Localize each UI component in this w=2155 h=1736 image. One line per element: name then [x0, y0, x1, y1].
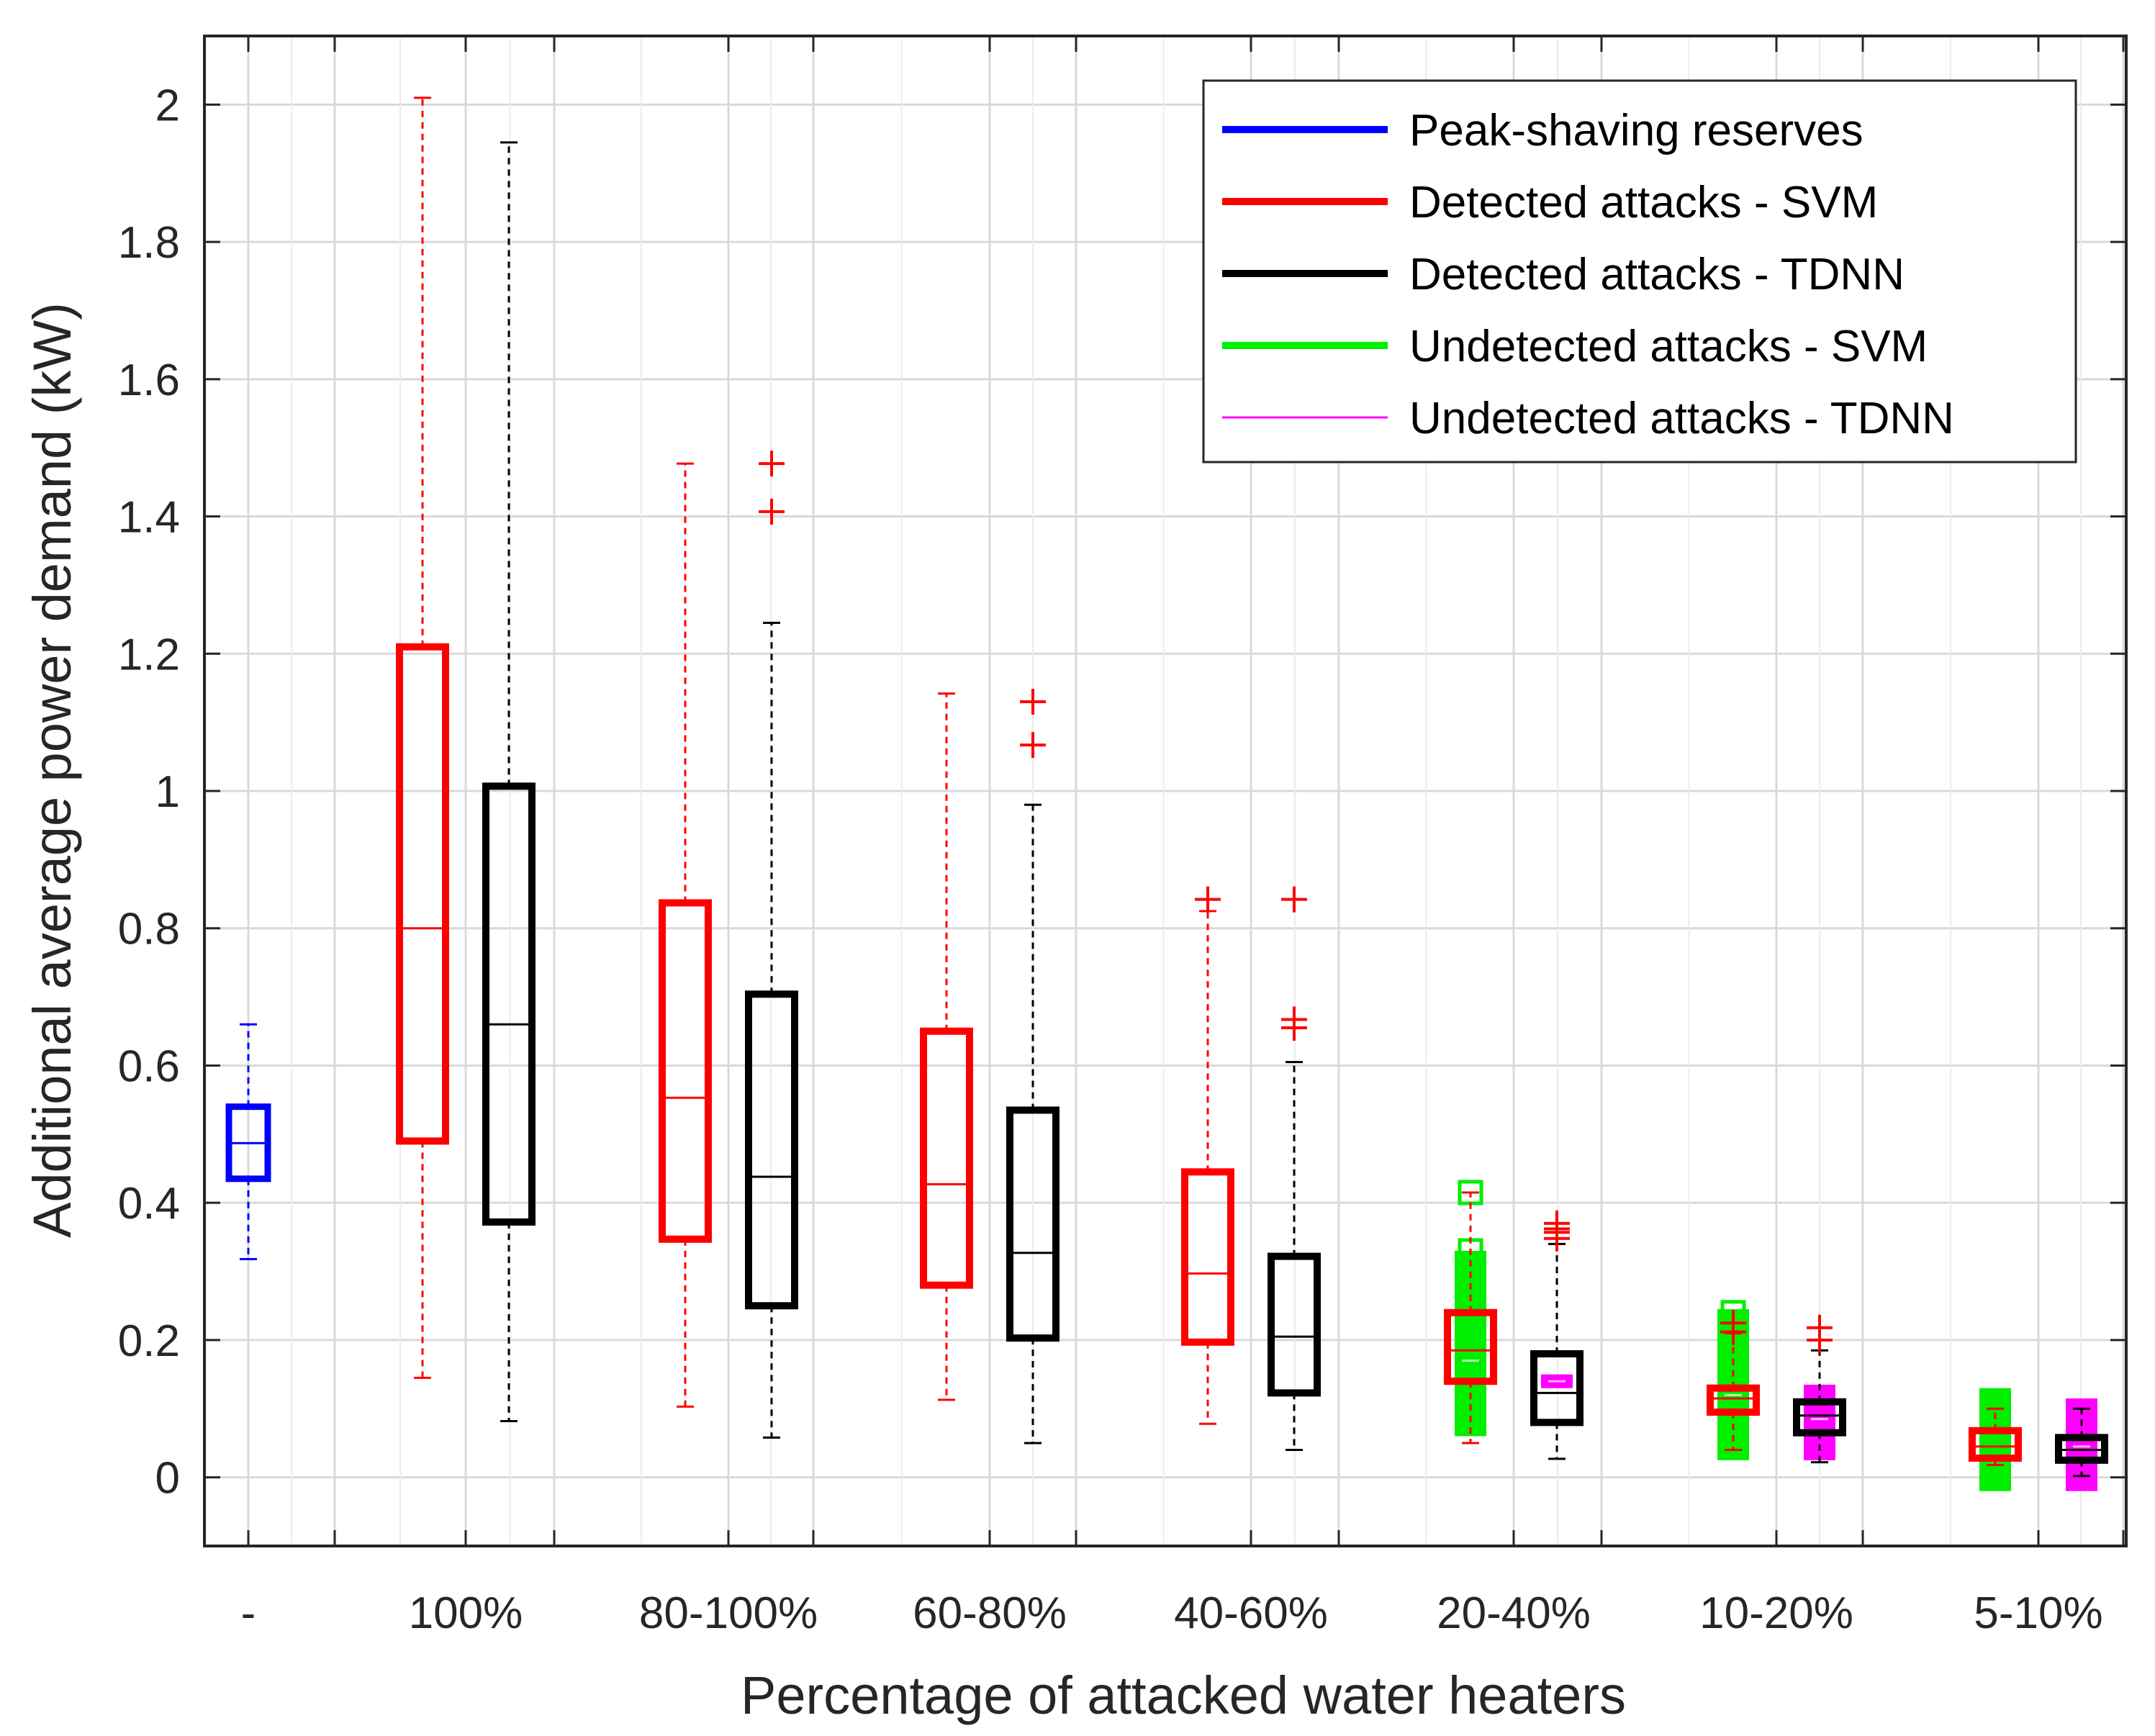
x-axis-label: Percentage of attacked water heaters — [741, 1665, 1626, 1725]
box — [1979, 1388, 2011, 1491]
outlier-marker — [1720, 1310, 1746, 1337]
box — [482, 141, 536, 1422]
y-tick-label: 0 — [155, 1454, 180, 1504]
outlier-marker — [1807, 1314, 1833, 1341]
iqr-box — [482, 782, 536, 1226]
iqr-box — [1969, 1427, 2022, 1462]
outlier-marker — [759, 451, 785, 477]
y-tick-label: 0.8 — [118, 905, 180, 954]
legend-label: Undetected attacks - SVM — [1409, 322, 1928, 371]
outlier-marker — [1544, 1210, 1570, 1237]
box — [396, 96, 449, 1379]
x-tick-label: 80-100% — [639, 1588, 818, 1638]
box — [1969, 1407, 2022, 1466]
y-tick-label: 1 — [155, 767, 180, 817]
box — [1530, 1210, 1584, 1460]
x-tick-label: 5-10% — [1974, 1588, 2102, 1638]
iqr-box — [396, 643, 449, 1145]
iqr-box — [1707, 1384, 1760, 1416]
x-tick-label: 10-20% — [1699, 1588, 1853, 1638]
iqr-box — [1530, 1350, 1584, 1427]
box — [1181, 886, 1234, 1425]
iqr-box — [1444, 1308, 1497, 1385]
x-tick-labels: - 100% 80-100% 60-80% 40-60% 20-40% 10-20% 5-10… — [241, 1588, 2103, 1638]
outlier-marker — [1020, 689, 1046, 715]
y-tick-label: 2 — [155, 81, 180, 130]
outlier-marker — [1195, 886, 1221, 913]
y-tick-label: 1.8 — [118, 218, 180, 268]
x-tick-label: - — [241, 1588, 256, 1638]
outlier-marker — [1020, 732, 1046, 759]
outlier-marker — [1281, 1006, 1307, 1033]
box — [1268, 886, 1321, 1451]
y-tick-label: 1.4 — [118, 493, 180, 543]
legend-label: Peak-shaving reserves — [1409, 106, 1863, 155]
y-tick-label: 0.4 — [118, 1179, 180, 1229]
iqr-box — [920, 1027, 973, 1289]
iqr-box — [1181, 1168, 1234, 1346]
axis-ticks — [204, 36, 2126, 1546]
box — [659, 462, 712, 1408]
box — [1793, 1314, 1846, 1464]
iqr-box — [659, 899, 712, 1243]
iqr-box — [1793, 1398, 1846, 1437]
y-tick-label: 0.2 — [118, 1316, 180, 1366]
y-axis-label: Additional average power demand (kW) — [22, 302, 82, 1238]
undetected-box — [1979, 1388, 2011, 1491]
box — [920, 692, 973, 1401]
x-tick-label: 100% — [409, 1588, 523, 1638]
legend-label: Detected attacks - TDNN — [1409, 250, 1905, 299]
box — [1707, 1310, 1760, 1451]
box — [2055, 1407, 2108, 1478]
legend-label: Detected attacks - SVM — [1409, 178, 1878, 227]
iqr-box — [1268, 1252, 1321, 1397]
x-tick-label: 40-60% — [1174, 1588, 1328, 1638]
box — [1541, 1374, 1573, 1388]
box — [1006, 689, 1060, 1445]
y-tick-label: 1.2 — [118, 630, 180, 679]
box — [225, 1023, 271, 1260]
legend-label: Undetected attacks - TDNN — [1409, 394, 1954, 443]
box — [1444, 1191, 1497, 1445]
outlier-marker — [1281, 886, 1307, 913]
legend: Peak-shaving reserves Detected attacks - … — [1202, 79, 2077, 464]
x-tick-label: 60-80% — [913, 1588, 1067, 1638]
box-series — [225, 96, 2108, 1491]
iqr-box — [745, 990, 798, 1310]
iqr-box — [1006, 1106, 1060, 1342]
y-tick-label: 1.6 — [118, 356, 180, 405]
y-tick-labels: 0 0.2 0.4 0.6 0.8 1 1.2 1.4 1.6 1.8 2 — [118, 81, 180, 1503]
outlier-marker — [759, 498, 785, 525]
y-tick-label: 0.6 — [118, 1041, 180, 1091]
box — [745, 451, 798, 1439]
x-tick-label: 20-40% — [1437, 1588, 1591, 1638]
